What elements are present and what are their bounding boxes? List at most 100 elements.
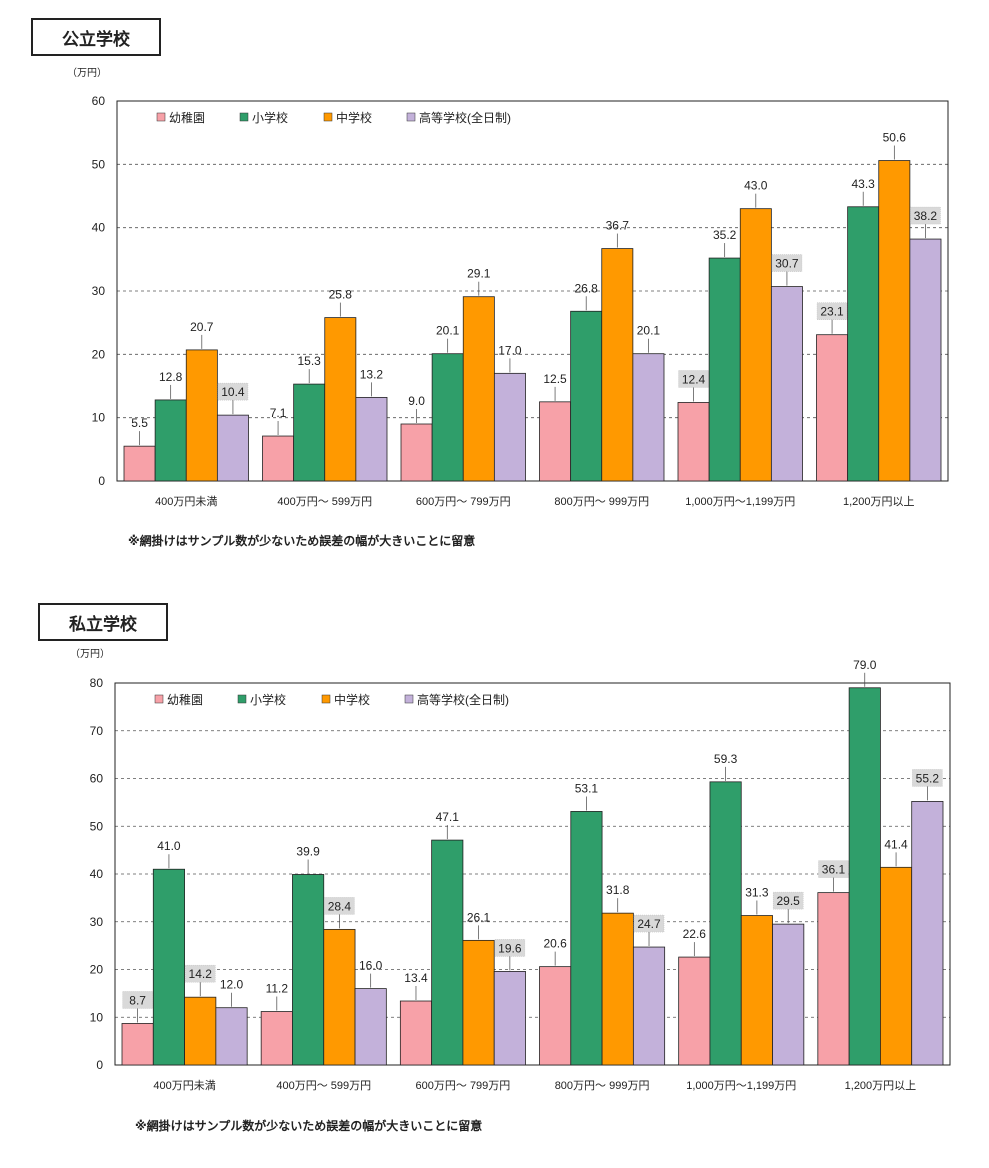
private-shade-box — [494, 939, 526, 957]
public-data-label: 15.3 — [298, 354, 322, 368]
private-bar-elementary — [431, 839, 464, 1066]
public-data-label: 29.1 — [467, 267, 491, 281]
private-data-label: 19.6 — [498, 941, 522, 955]
public-category-label: 600万円～ 799万円 — [416, 496, 511, 508]
private-data-label: 14.2 — [189, 967, 213, 981]
public-y-tick-label: 30 — [92, 284, 106, 298]
private-bar-elementary — [292, 874, 325, 1066]
public-y-tick-label: 20 — [92, 347, 106, 361]
public-bar-elementary — [708, 257, 741, 482]
public-bar-highschool — [770, 286, 803, 482]
private-data-label: 39.9 — [296, 844, 320, 858]
private-data-label: 55.2 — [916, 771, 940, 785]
public-data-label: 43.3 — [852, 177, 876, 191]
public-legend-swatch-highschool — [406, 112, 416, 122]
public-bar-highschool — [493, 372, 526, 482]
private-data-label: 28.4 — [328, 899, 352, 913]
public-bar-kindergarten — [123, 445, 156, 482]
public-bar-kindergarten — [539, 401, 572, 482]
private-legend-swatch-juniorhigh — [321, 694, 331, 704]
private-y-tick-label: 0 — [96, 1058, 103, 1072]
private-bar-elementary — [570, 811, 603, 1066]
public-legend-label-kindergarten: 幼稚園 — [169, 111, 205, 125]
public-data-label: 26.8 — [575, 281, 599, 295]
public-bar-elementary — [847, 206, 880, 482]
public-data-label: 13.2 — [360, 367, 384, 381]
private-data-label: 11.2 — [266, 982, 289, 996]
private-bar-highschool — [354, 988, 387, 1066]
public-y-tick-label: 60 — [92, 94, 106, 108]
private-bar-juniorhigh — [323, 928, 356, 1066]
private-legend-label-highschool: 高等学校(全日制) — [417, 692, 509, 707]
private-category-label: 800万円～ 999万円 — [555, 1080, 650, 1092]
private-data-label: 29.5 — [777, 894, 801, 908]
private-category-label: 1,000万円～1,199万円 — [686, 1080, 796, 1092]
private-data-label: 79.0 — [853, 658, 877, 672]
private-bar-kindergarten — [399, 1000, 433, 1066]
private-y-tick-label: 20 — [90, 963, 104, 977]
public-category-label: 400万円未満 — [155, 495, 217, 508]
private-data-label: 47.1 — [436, 810, 460, 824]
private-school-title: 私立学校 — [38, 603, 168, 641]
public-legend-swatch-elementary — [239, 112, 249, 122]
private-data-label: 20.6 — [543, 937, 567, 951]
public-data-label: 20.1 — [637, 324, 661, 338]
public-bar-kindergarten — [262, 435, 295, 482]
private-data-label: 22.6 — [683, 927, 707, 941]
public-data-label: 10.4 — [221, 385, 245, 399]
private-y-tick-label: 40 — [90, 867, 104, 881]
public-y-tick-label: 10 — [92, 411, 106, 425]
private-y-tick-label: 50 — [90, 819, 104, 833]
public-plot-frame — [116, 100, 949, 482]
private-bar-kindergarten — [539, 966, 572, 1066]
private-y-tick-label: 30 — [90, 915, 104, 929]
private-bar-juniorhigh — [462, 939, 495, 1066]
private-data-label: 31.3 — [745, 886, 769, 900]
public-category-label: 1,000万円～1,199万円 — [685, 496, 795, 508]
private-bar-kindergarten — [678, 956, 711, 1066]
private-y-tick-label: 10 — [90, 1010, 104, 1024]
public-chart-note: ※網掛けはサンプル数が少ないため誤差の幅が大きいことに留意 — [128, 534, 476, 548]
public-bar-highschool — [216, 414, 249, 482]
private-bar-juniorhigh — [740, 915, 773, 1066]
public-legend-label-juniorhigh: 中学校 — [336, 110, 372, 125]
public-bar-highschool — [355, 396, 388, 482]
private-bar-kindergarten — [817, 892, 850, 1066]
public-data-label: 43.0 — [744, 179, 768, 193]
public-data-label: 35.2 — [713, 228, 737, 242]
public-bar-juniorhigh — [878, 160, 911, 482]
public-category-label: 1,200万円以上 — [843, 495, 915, 508]
public-legend-label-highschool: 高等学校(全日制) — [419, 110, 511, 125]
private-y-unit-label: （万円） — [70, 648, 110, 660]
private-data-label: 24.7 — [637, 917, 661, 931]
private-data-label: 12.0 — [220, 978, 244, 992]
public-bar-kindergarten — [400, 423, 433, 482]
private-legend-swatch-highschool — [404, 694, 414, 704]
private-legend-label-elementary: 小学校 — [250, 692, 286, 707]
public-data-label: 12.5 — [543, 372, 567, 386]
public-y-tick-label: 40 — [92, 221, 106, 235]
private-bar-highschool — [772, 923, 805, 1066]
private-bar-elementary — [848, 687, 881, 1066]
private-category-label: 600万円～ 799万円 — [416, 1080, 511, 1092]
private-data-label: 13.4 — [404, 971, 428, 985]
private-plot-frame — [114, 682, 951, 1066]
public-bar-juniorhigh — [601, 248, 634, 482]
private-legend-swatch-kindergarten — [154, 694, 164, 704]
private-bar-highschool — [632, 946, 666, 1066]
public-bar-juniorhigh — [185, 349, 218, 482]
private-bar-elementary — [152, 868, 185, 1066]
public-category-label: 800万円～ 999万円 — [554, 496, 649, 508]
public-data-label: 17.0 — [498, 343, 522, 357]
public-bar-elementary — [431, 353, 464, 482]
public-legend-label-elementary: 小学校 — [252, 110, 288, 125]
public-data-label: 12.8 — [159, 370, 183, 384]
public-data-label: 25.8 — [329, 288, 353, 302]
private-data-label: 8.7 — [129, 993, 146, 1007]
private-chart-note: ※網掛けはサンプル数が少ないため誤差の幅が大きいことに留意 — [135, 1119, 483, 1133]
public-bar-elementary — [154, 399, 187, 482]
public-bar-elementary — [570, 310, 603, 482]
public-bar-juniorhigh — [739, 208, 772, 482]
public-bar-kindergarten — [816, 334, 849, 482]
